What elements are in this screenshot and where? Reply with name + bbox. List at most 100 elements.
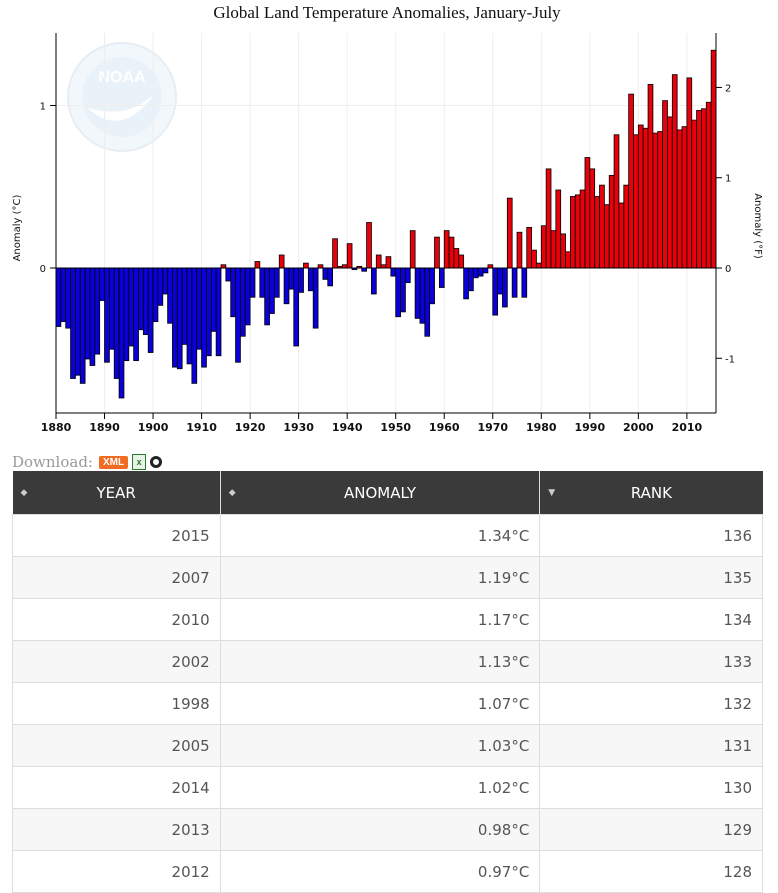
bar-1989 bbox=[584, 157, 591, 269]
bar-1949 bbox=[390, 267, 397, 277]
bar-2000 bbox=[637, 124, 644, 269]
bar-1880 bbox=[55, 267, 62, 327]
download-label: Download: bbox=[12, 453, 93, 471]
anomaly-cell: 1.03°C bbox=[219, 724, 541, 767]
year-header-label: YEAR bbox=[96, 483, 136, 502]
bar-1978 bbox=[531, 249, 537, 269]
bar-1996 bbox=[618, 202, 625, 269]
bar-1937 bbox=[332, 238, 338, 269]
x-tick-label: 1910 bbox=[186, 421, 217, 434]
bar-1925 bbox=[273, 267, 280, 298]
x-tick-label: 1930 bbox=[283, 421, 314, 434]
excel-download-icon[interactable]: x bbox=[132, 454, 147, 470]
bar-2013 bbox=[701, 108, 707, 269]
year-cell: 2010 bbox=[12, 598, 221, 641]
bar-1885 bbox=[79, 267, 86, 384]
bar-1904 bbox=[172, 267, 178, 368]
bar-1983 bbox=[555, 189, 562, 269]
anomaly-cell: 1.13°C bbox=[219, 640, 541, 683]
rank-cell: 136 bbox=[539, 514, 763, 557]
bar-1905 bbox=[176, 267, 183, 370]
bar-1911 bbox=[206, 267, 212, 357]
bar-1888 bbox=[94, 267, 101, 355]
bar-2005 bbox=[662, 100, 668, 269]
bar-1950 bbox=[395, 267, 401, 318]
table-row: 2005 1.03°C 131 bbox=[12, 724, 763, 767]
anomaly-cell: 0.97°C bbox=[219, 850, 541, 893]
bar-2011 bbox=[691, 119, 697, 269]
chart-title: Global Land Temperature Anomalies, Janua… bbox=[213, 3, 561, 22]
xml-download-button[interactable]: XML bbox=[98, 455, 129, 469]
bar-1944 bbox=[366, 222, 372, 269]
y-axis-label-right: Anomaly (°F) bbox=[752, 193, 763, 259]
bar-1962 bbox=[453, 248, 460, 269]
bar-1960 bbox=[443, 230, 450, 269]
table-row: 2007 1.19°C 135 bbox=[12, 556, 763, 599]
temperature-anomaly-chart: NOAA 1880 1890 1900 1910 1920 1930 1940 1950 196… bbox=[0, 0, 778, 445]
bar-1881 bbox=[60, 267, 67, 323]
x-tick-label: 1980 bbox=[526, 421, 557, 434]
bar-2014 bbox=[705, 101, 712, 269]
bar-1890 bbox=[104, 267, 110, 363]
bar-1900 bbox=[152, 267, 159, 323]
bar-2002 bbox=[647, 83, 654, 269]
bar-1967 bbox=[477, 267, 484, 277]
bar-1997 bbox=[623, 184, 630, 269]
bar-1948 bbox=[385, 256, 392, 269]
rank-cell: 131 bbox=[539, 724, 763, 767]
bar-1993 bbox=[603, 204, 610, 269]
bar-1930 bbox=[298, 267, 304, 293]
bar-1965 bbox=[468, 267, 474, 292]
bar-1895 bbox=[128, 267, 135, 347]
bar-1959 bbox=[438, 267, 445, 288]
bar-1889 bbox=[99, 267, 105, 301]
rank-header-label: RANK bbox=[630, 483, 672, 502]
year-column-header[interactable]: ◆ YEAR bbox=[12, 471, 221, 515]
bar-1974 bbox=[511, 267, 518, 298]
bar-1916 bbox=[230, 267, 236, 318]
rank-cell: 132 bbox=[539, 682, 763, 725]
bar-1894 bbox=[123, 267, 130, 362]
table-row: 2010 1.17°C 134 bbox=[12, 598, 763, 641]
bar-1992 bbox=[599, 184, 605, 269]
anomaly-column-header[interactable]: ◆ ANOMALY bbox=[220, 471, 541, 515]
bar-2004 bbox=[657, 131, 664, 269]
bar-1922 bbox=[259, 267, 266, 298]
bar-1980 bbox=[540, 225, 547, 269]
anomaly-cell: 0.98°C bbox=[219, 808, 541, 851]
rank-column-header[interactable]: ▼ RANK bbox=[539, 471, 763, 515]
bar-1910 bbox=[201, 267, 207, 368]
axes-layer: 1880 1890 1900 1910 1920 1930 1940 1950 1960 1970… bbox=[40, 33, 735, 434]
noaa-logo-text: NOAA bbox=[98, 69, 146, 86]
anomaly-cell: 1.07°C bbox=[219, 682, 541, 725]
bar-2008 bbox=[676, 129, 683, 269]
bar-1909 bbox=[196, 267, 202, 350]
bar-1897 bbox=[138, 267, 144, 331]
table-row: 2012 0.97°C 128 bbox=[12, 850, 763, 893]
x-tick-label: 1890 bbox=[89, 421, 120, 434]
y-right-tick-label: -1 bbox=[725, 354, 735, 365]
bar-1896 bbox=[133, 267, 139, 362]
bar-1923 bbox=[264, 267, 270, 326]
bar-1999 bbox=[633, 134, 639, 269]
bar-1975 bbox=[516, 231, 523, 269]
bar-1970 bbox=[492, 267, 499, 316]
bars-layer bbox=[55, 49, 717, 399]
year-cell: 2013 bbox=[12, 808, 221, 851]
json-download-icon[interactable] bbox=[150, 456, 163, 468]
bar-1991 bbox=[594, 196, 600, 269]
bar-1986 bbox=[570, 196, 576, 269]
bar-1887 bbox=[89, 267, 96, 366]
bar-1933 bbox=[312, 267, 319, 329]
anomaly-cell: 1.34°C bbox=[219, 514, 541, 557]
bar-2007 bbox=[671, 74, 678, 269]
bar-1892 bbox=[113, 267, 120, 379]
year-cell: 2012 bbox=[12, 850, 221, 893]
x-tick-label: 1950 bbox=[380, 421, 411, 434]
sort-icon: ◆ bbox=[228, 487, 236, 498]
y-axis-label-left: Anomaly (°C) bbox=[12, 194, 23, 261]
y-right-tick-label: 1 bbox=[725, 174, 731, 185]
x-tick-label: 1960 bbox=[429, 421, 460, 434]
bar-1898 bbox=[142, 267, 149, 336]
x-tick-label: 2010 bbox=[672, 421, 703, 434]
